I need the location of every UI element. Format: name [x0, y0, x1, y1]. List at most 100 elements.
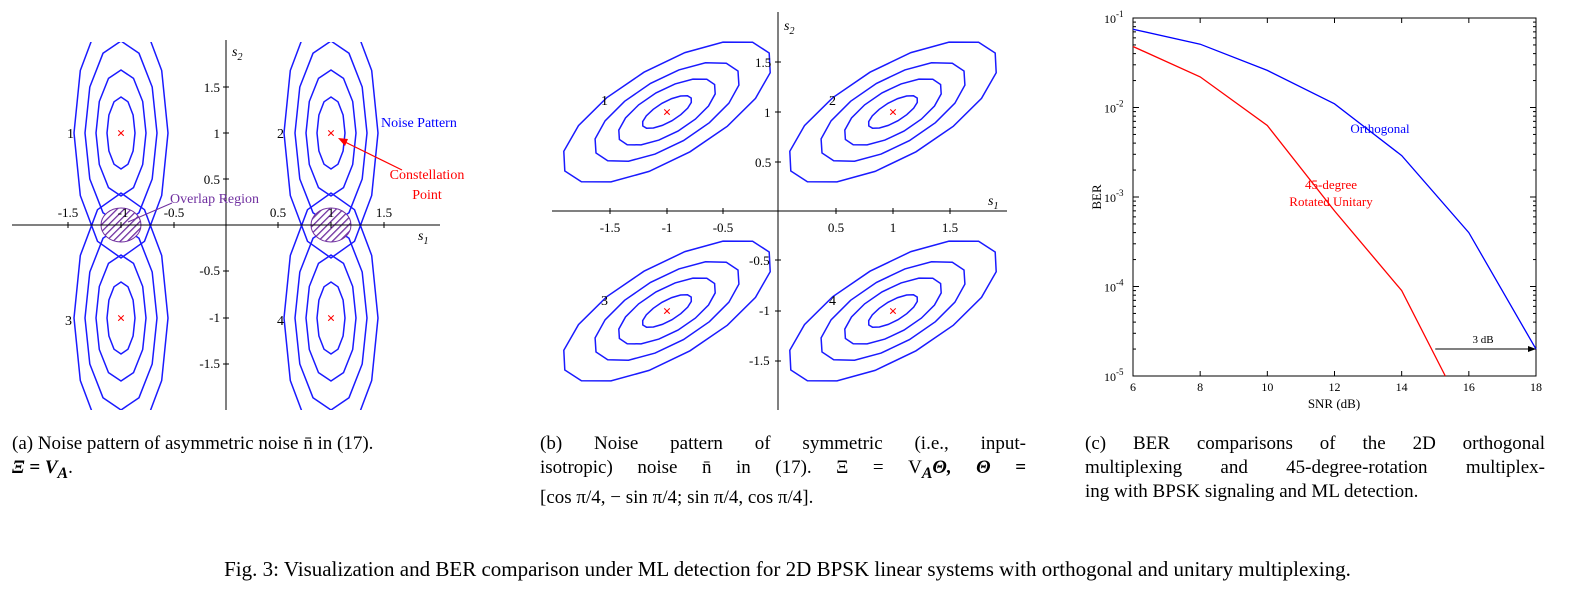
x-tick-label: 12: [1329, 380, 1341, 394]
noise-contour: [305, 254, 357, 382]
caption-b: (b) Noise pattern of symmetric (i.e., in…: [540, 432, 1026, 510]
noise-contour: [563, 240, 771, 382]
panel-b-plot: -1.5 -1 -0.5 0.5 1 1.5 1.5 1 0.5 -0.5 -1…: [552, 12, 1007, 410]
constellation-arrow-head: [338, 138, 348, 146]
noise-contour: [594, 62, 740, 162]
axis-label-s2: s2: [784, 19, 794, 37]
y-tick-label: -1.5: [199, 356, 220, 371]
y-tick-label: -1: [209, 310, 220, 325]
y-tick-label: 1: [214, 126, 221, 141]
ber-tick-marks: [1132, 17, 1537, 377]
x-tick-label: 16: [1463, 380, 1475, 394]
x-tick-label: -1.5: [600, 220, 621, 235]
annotation-noise-pattern: Noise Pattern: [381, 116, 457, 131]
noise-contour: [594, 261, 740, 361]
x-tick-label: 14: [1396, 380, 1408, 394]
panel-a-contours: [73, 42, 379, 410]
overlap-arrow: [127, 202, 173, 223]
panel-a-tick-marks: [67, 86, 385, 365]
caption-a: (a) Noise pattern of asymmetric noise n̄…: [12, 432, 502, 486]
series-rotated-unitary: [1132, 45, 1446, 377]
point-label-3: 3: [601, 294, 608, 309]
y-tick-label: 10-5: [1104, 367, 1124, 384]
figure-caption: Fig. 3: Visualization and BER comparison…: [224, 557, 1351, 581]
caption-c-line2: multiplexing and 45-degree-rotation mult…: [1085, 457, 1545, 478]
y-tick-label: 10-1: [1104, 9, 1124, 26]
x-tick-label: 18: [1530, 380, 1542, 394]
ber-series: [1132, 28, 1537, 377]
x-tick-label: 10: [1261, 380, 1273, 394]
axis-label-s1: s1: [988, 194, 998, 212]
noise-contour: [641, 95, 693, 129]
x-tick-label: 1.5: [376, 205, 392, 220]
point-label-4: 4: [829, 294, 836, 309]
noise-contour: [867, 294, 919, 328]
caption-c: (c) BER comparisons of the 2D orthogonal…: [1085, 432, 1545, 504]
x-tick-label: -0.5: [164, 205, 185, 220]
noise-contour: [106, 281, 136, 355]
ber-x-tick-labels: 6 8 10 12 14 16 18: [1130, 380, 1542, 394]
x-tick-label: -1.5: [58, 205, 79, 220]
point-label-4: 4: [277, 314, 284, 329]
noise-contour: [294, 225, 368, 410]
noise-contour: [789, 41, 997, 183]
point-label-2: 2: [829, 94, 836, 109]
noise-contour: [820, 261, 966, 361]
constellation-point-1: ×: [663, 105, 672, 121]
y-tick-label: -0.5: [199, 263, 220, 278]
panel-b-tick-marks: [609, 61, 951, 362]
y-tick-label: 0.5: [755, 155, 771, 170]
noise-contour: [73, 42, 169, 259]
noise-contour: [283, 42, 379, 259]
y-tick-label: 10-2: [1104, 99, 1124, 116]
noise-contour: [84, 225, 158, 410]
constellation-arrow: [342, 140, 403, 171]
y-tick-label: -1.5: [749, 353, 770, 368]
legend-rotated-line1: 45-degree: [1305, 177, 1357, 192]
caption-a-line1: (a) Noise pattern of asymmetric noise n̄…: [12, 433, 374, 454]
noise-contour: [844, 277, 942, 345]
noise-contour: [283, 192, 379, 410]
noise-contour: [563, 41, 771, 183]
series-orthogonal: [1132, 28, 1537, 350]
y-tick-label: 1.5: [204, 80, 220, 95]
noise-contour: [820, 62, 966, 162]
constellation-point-2: ×: [889, 105, 898, 121]
annotation-overlap-region: Overlap Region: [170, 192, 259, 207]
noise-contour: [844, 78, 942, 146]
x-tick-label: 8: [1197, 380, 1203, 394]
caption-b-line2: isotropic) noise n̄ in (17). Ξ = VAΘ, Θ …: [540, 457, 1027, 482]
annotation-3db-arrowhead: [1528, 346, 1536, 353]
axis-label-s2: s2: [232, 45, 242, 63]
y-tick-label: 10-3: [1104, 188, 1124, 205]
point-label-2: 2: [277, 127, 284, 142]
x-tick-label: 1: [328, 205, 335, 220]
annotation-3db-label: 3 dB: [1472, 334, 1493, 346]
x-tick-label: 6: [1130, 380, 1136, 394]
caption-b-line3: [cos π/4, − sin π/4; sin π/4, cos π/4].: [540, 486, 814, 508]
constellation-point-3: ×: [663, 304, 672, 320]
caption-c-line1: (c) BER comparisons of the 2D orthogonal: [1085, 433, 1545, 454]
noise-contour: [618, 277, 716, 345]
x-tick-label: 1.5: [942, 220, 958, 235]
noise-contour: [305, 69, 357, 197]
axis-label-s1: s1: [418, 229, 428, 247]
y-tick-label: 0.5: [204, 172, 220, 187]
panel-b-contours: [563, 41, 997, 382]
point-label-3: 3: [65, 314, 72, 329]
caption-c-line3: ing with BPSK signaling and ML detection…: [1085, 481, 1419, 502]
y-tick-label: -1: [759, 303, 770, 318]
legend-orthogonal: Orthogonal: [1350, 121, 1410, 136]
y-tick-label: -0.5: [749, 253, 770, 268]
x-tick-label: 0.5: [270, 205, 286, 220]
constellation-point-4: ×: [889, 304, 898, 320]
noise-contour: [641, 294, 693, 328]
noise-contour: [73, 192, 169, 410]
caption-a-line2: Ξ = VA.: [12, 457, 73, 482]
y-tick-label: 1: [764, 105, 771, 120]
constellation-point-1: ×: [117, 126, 126, 142]
noise-contour: [95, 254, 147, 382]
y-axis-label: BER: [1089, 184, 1104, 210]
noise-contour: [84, 42, 158, 226]
x-tick-label: -1: [118, 205, 129, 220]
